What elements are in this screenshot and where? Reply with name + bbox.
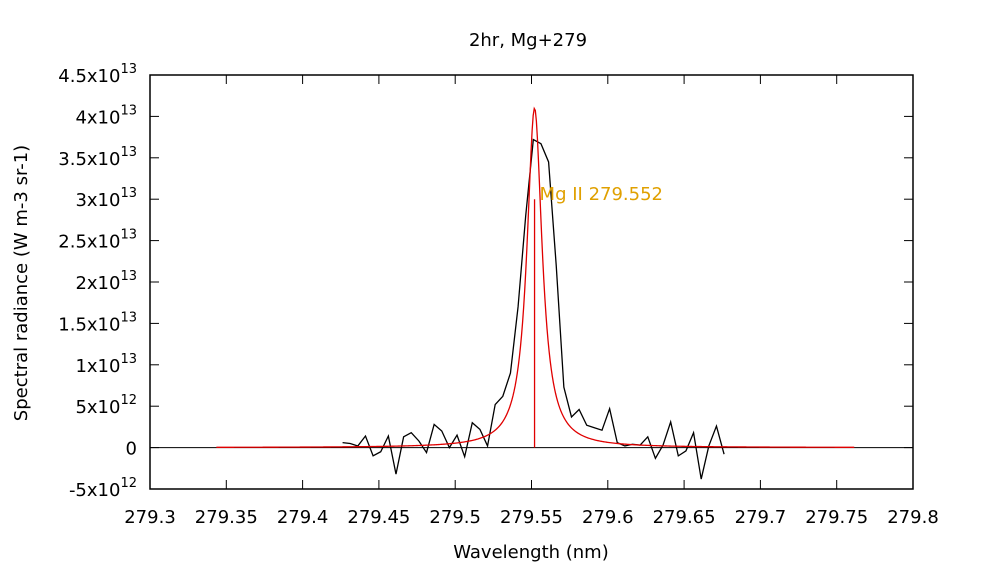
x-tick-label: 279.4 [277, 507, 329, 528]
plot-frame [149, 74, 914, 490]
y-tick-label: -5x1012 [69, 476, 137, 501]
x-tick-label: 279.8 [887, 507, 939, 528]
y-tick-exponent: 12 [120, 476, 137, 491]
y-tick-mantissa: 5x10 [75, 397, 120, 418]
y-tick-exponent: 13 [120, 103, 137, 118]
y-tick-mantissa: 2x10 [75, 273, 120, 294]
y-tick-label: 0 [126, 439, 137, 460]
series-line-0 [342, 138, 725, 480]
y-tick-label: 3x1013 [75, 186, 137, 211]
x-tick-label: 279.45 [347, 507, 410, 528]
y-tick-label: 2.5x1013 [58, 228, 137, 253]
y-tick-mantissa: 0 [126, 439, 137, 460]
x-axis-label: Wavelength (nm) [453, 542, 609, 563]
chart-title: 2hr, Mg+279 [469, 30, 587, 51]
y-tick-mantissa: 4.5x10 [58, 66, 120, 87]
y-tick-mantissa: 3x10 [75, 190, 120, 211]
y-tick-labels: -5x101205x10121x10131.5x10132x10132.5x10… [58, 62, 137, 501]
y-tick-exponent: 13 [120, 228, 137, 243]
y-tick-label: 5x1012 [75, 393, 137, 418]
x-tick-label: 279.35 [195, 507, 258, 528]
y-tick-exponent: 13 [120, 269, 137, 284]
x-tick-label: 279.3 [124, 507, 176, 528]
x-tick-label: 279.75 [805, 507, 868, 528]
y-tick-exponent: 12 [120, 393, 137, 408]
series-layer [216, 106, 855, 480]
y-tick-exponent: 13 [120, 352, 137, 367]
x-tick-label: 279.6 [582, 507, 634, 528]
y-tick-label: 4.5x1013 [58, 62, 137, 87]
y-tick-label: 1.5x1013 [58, 310, 137, 335]
x-tick-label: 279.7 [735, 507, 787, 528]
y-tick-mantissa: 1.5x10 [58, 314, 120, 335]
y-tick-mantissa: 1x10 [75, 356, 120, 377]
y-tick-mantissa: 4x10 [75, 107, 120, 128]
series-line-1 [216, 106, 855, 448]
x-tick-label: 279.65 [653, 507, 716, 528]
annotation-label: Mg II 279.552 [540, 184, 663, 205]
y-tick-exponent: 13 [120, 62, 137, 77]
x-tick-label: 279.5 [429, 507, 481, 528]
y-tick-label: 3.5x1013 [58, 145, 137, 170]
annotation-layer: Mg II 279.552 [533, 184, 663, 448]
y-tick-exponent: 13 [120, 145, 137, 160]
y-tick-exponent: 13 [120, 186, 137, 201]
y-tick-mantissa: -5x10 [69, 480, 121, 501]
y-tick-mantissa: 2.5x10 [58, 232, 120, 253]
y-tick-mantissa: 3.5x10 [58, 149, 120, 170]
x-tick-label: 279.55 [500, 507, 563, 528]
y-tick-label: 2x1013 [75, 269, 137, 294]
y-tick-label: 4x1013 [75, 103, 137, 128]
y-tick-label: 1x1013 [75, 352, 137, 377]
y-axis-label: Spectral radiance (W m-3 sr-1) [11, 145, 32, 421]
y-tick-exponent: 13 [120, 310, 137, 325]
x-tick-labels: 279.3 279.35 279.4 279.45 279.5 279.55 279.6 27… [124, 507, 939, 528]
